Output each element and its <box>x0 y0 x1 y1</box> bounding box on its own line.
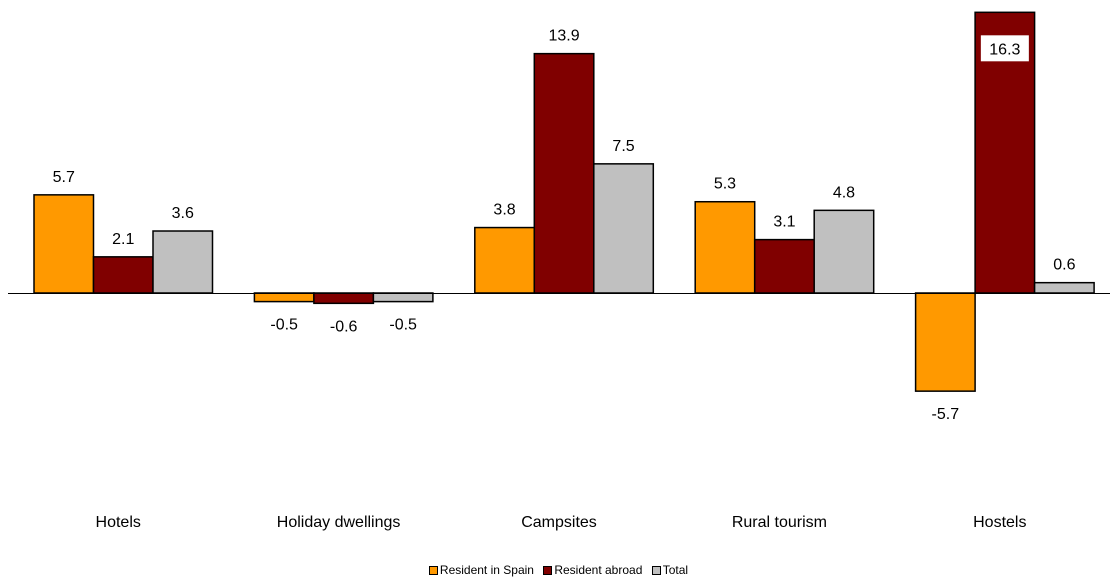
value-label-holiday-dwellings-total: -0.5 <box>389 317 417 334</box>
value-label-hotels-resident-in-spain: 5.7 <box>53 169 75 186</box>
value-label-rural-tourism-resident-abroad: 3.1 <box>773 214 795 231</box>
value-label-hostels-resident-abroad: 16.3 <box>989 41 1020 58</box>
legend-item-resident-in-spain: Resident in Spain <box>428 563 534 577</box>
value-label-box-hostels-resident-abroad <box>980 35 1029 62</box>
legend-item-total: Total <box>651 563 689 577</box>
category-label-hotels: Hotels <box>96 514 141 531</box>
value-label-hostels-total: 0.6 <box>1053 257 1075 274</box>
legend-label-total: Total <box>662 563 689 577</box>
bar-chart: 5.7 2.1 3.6 -0.5 -0.6 -0.5 3.8 13.9 7.5 5.3 3.1 4.8… <box>8 11 1110 531</box>
value-label-holiday-dwellings-resident-abroad: -0.6 <box>330 318 358 335</box>
legend-label-resident-abroad: Resident abroad <box>554 563 643 577</box>
value-label-rural-tourism-total: 4.8 <box>833 184 855 201</box>
value-label-holiday-dwellings-resident-in-spain: -0.5 <box>270 317 298 334</box>
bar-rural-tourism-resident-in-spain <box>694 200 756 294</box>
bar-campsites-resident-abroad <box>533 52 595 294</box>
legend-swatch-resident-in-spain <box>428 565 438 575</box>
bar-holiday-dwellings-total <box>372 292 434 303</box>
legend-label-resident-in-spain: Resident in Spain <box>439 563 534 577</box>
category-label-hostels: Hostels <box>973 514 1026 531</box>
value-label-campsites-resident-in-spain: 3.8 <box>493 202 515 219</box>
bar-holiday-dwellings-resident-in-spain <box>253 292 315 303</box>
value-labels-layer: 5.7 2.1 3.6 -0.5 -0.6 -0.5 3.8 13.9 7.5 5.3 3.1 4.8… <box>53 28 1076 424</box>
bar-holiday-dwellings-resident-abroad <box>313 292 375 305</box>
category-label-rural-tourism: Rural tourism <box>732 514 827 531</box>
bar-rural-tourism-total <box>813 209 875 294</box>
bar-hostels-total <box>1033 281 1095 294</box>
legend-item-resident-abroad: Resident abroad <box>543 563 642 577</box>
bars-layer <box>33 11 1095 392</box>
bar-campsites-resident-in-spain <box>474 226 536 294</box>
bar-rural-tourism-resident-abroad <box>753 238 815 294</box>
value-label-campsites-total: 7.5 <box>612 138 634 155</box>
value-label-hotels-resident-abroad: 2.1 <box>112 231 134 248</box>
category-labels-layer: Hotels Holiday dwellings Campsites Rural to… <box>96 514 1027 531</box>
legend-swatch-resident-abroad <box>543 565 553 575</box>
bar-hostels-resident-in-spain <box>914 292 976 392</box>
category-label-campsites: Campsites <box>521 514 597 531</box>
value-label-campsites-resident-abroad: 13.9 <box>548 28 579 45</box>
bar-hotels-resident-in-spain <box>33 194 95 294</box>
bar-hotels-resident-abroad <box>92 256 154 294</box>
legend: Resident in Spain Resident abroad Total <box>0 563 1117 578</box>
value-label-hotels-total: 3.6 <box>172 205 194 222</box>
value-label-rural-tourism-resident-in-spain: 5.3 <box>714 176 736 193</box>
category-label-holiday-dwellings: Holiday dwellings <box>277 514 401 531</box>
value-label-hostels-resident-in-spain: -5.7 <box>932 406 960 423</box>
bar-hotels-total <box>152 230 214 294</box>
legend-swatch-total <box>651 565 661 575</box>
bar-campsites-total <box>593 163 655 294</box>
